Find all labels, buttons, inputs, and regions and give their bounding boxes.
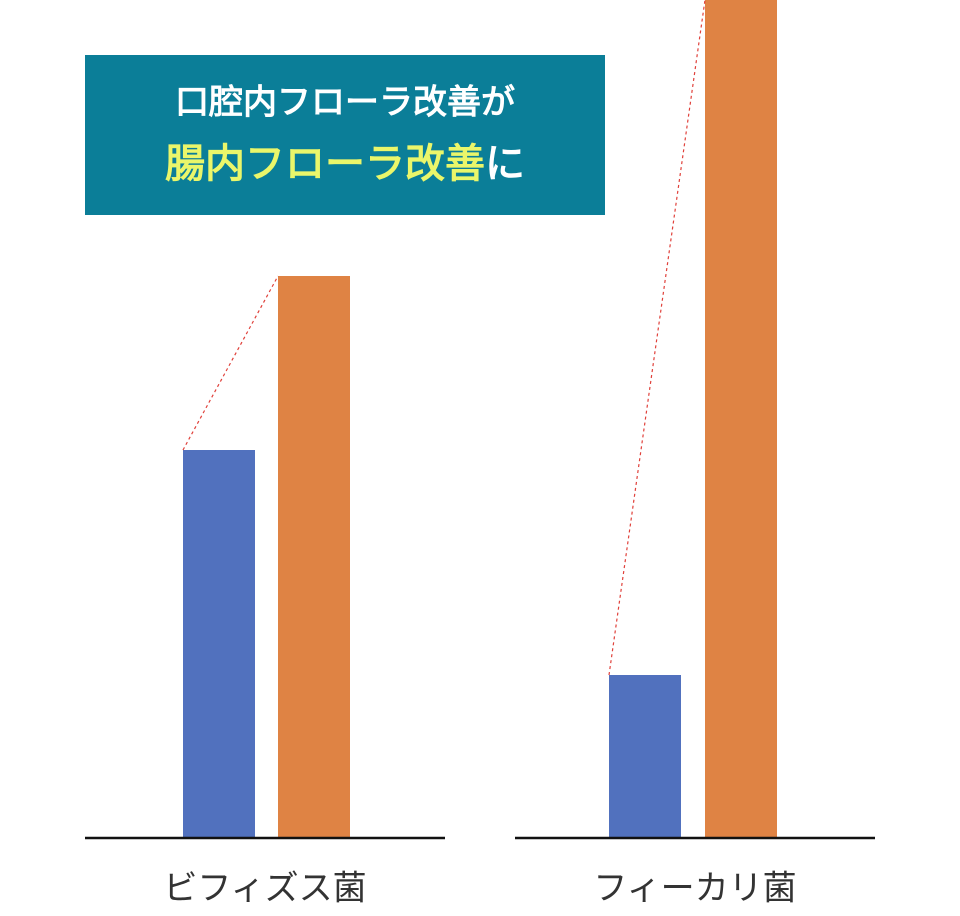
bar (278, 276, 350, 837)
x-tick-label: フィーカリ菌 (593, 869, 796, 909)
title-rest: に (485, 141, 525, 187)
title-line1: 口腔内フローラ改善が (175, 83, 515, 123)
connector (182, 275, 279, 451)
title-line2: 腸内フローラ改善に (165, 141, 525, 187)
bar (705, 0, 777, 837)
connector (608, 0, 706, 676)
bar (183, 450, 255, 837)
title-highlight: 腸内フローラ改善 (165, 141, 485, 187)
title-box (85, 55, 605, 215)
bar (609, 675, 681, 837)
x-tick-label: ビフィズス菌 (163, 869, 366, 909)
